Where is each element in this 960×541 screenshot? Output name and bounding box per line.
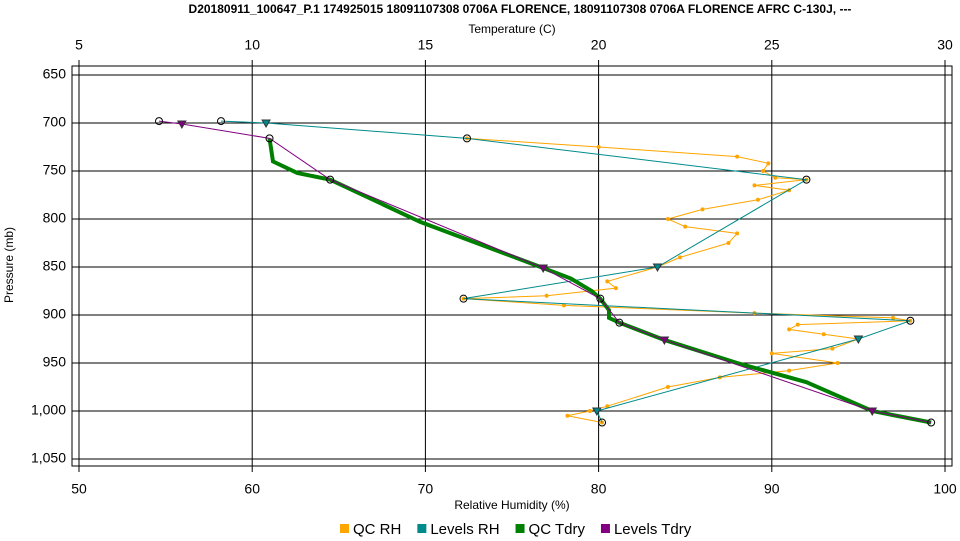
- point-dot: [613, 286, 618, 291]
- y-tick-label: 900: [43, 306, 67, 322]
- x2-tick-label: 5: [75, 37, 83, 53]
- point-marker: [596, 294, 605, 303]
- point-dot: [605, 279, 610, 284]
- point-dot: [835, 361, 840, 365]
- legend-label: Levels RH: [430, 521, 499, 538]
- x2-tick-label: 15: [418, 37, 434, 53]
- point-dot: [891, 315, 896, 320]
- point-marker: [802, 175, 811, 184]
- point-dot: [561, 303, 566, 308]
- point-dot: [700, 207, 705, 212]
- point-dot: [665, 217, 670, 221]
- point-dot: [769, 351, 774, 356]
- point-marker: [867, 407, 878, 417]
- point-dot: [596, 145, 601, 149]
- series-line: [267, 138, 932, 425]
- point-dot: [605, 404, 610, 409]
- point-dot: [766, 161, 771, 166]
- x-tick-label: 70: [418, 481, 434, 497]
- legend-swatch: [417, 524, 427, 533]
- y-tick-label: 1,050: [31, 450, 66, 466]
- x-tick-label: 100: [933, 481, 957, 497]
- x2-tick-label: 25: [764, 37, 780, 53]
- y-tick-label: 1,000: [31, 402, 66, 418]
- point-dot: [761, 169, 766, 173]
- point-marker: [906, 316, 915, 325]
- y-tick-label: 800: [43, 210, 67, 226]
- legend-swatch: [600, 524, 610, 533]
- chart-title: D20180911_100647_P.1 174925015 180911073…: [189, 2, 852, 16]
- y-tick-label: 650: [43, 66, 67, 82]
- point-dot: [544, 293, 549, 298]
- x2-tick-label: 10: [244, 37, 260, 53]
- point-marker: [217, 117, 226, 126]
- point-marker: [615, 318, 624, 327]
- x-axis-label: Relative Humidity (%): [454, 498, 569, 512]
- x-tick-label: 80: [591, 481, 607, 497]
- point-marker: [459, 294, 468, 303]
- legend-label: QC RH: [353, 521, 401, 538]
- point-dot: [787, 368, 792, 373]
- point-marker: [265, 134, 274, 143]
- y-tick-label: 750: [43, 162, 67, 178]
- x-tick-label: 60: [244, 481, 260, 497]
- point-marker: [326, 175, 335, 184]
- point-marker: [261, 119, 271, 129]
- point-dot: [795, 322, 800, 327]
- point-dot: [755, 197, 760, 202]
- point-dot: [735, 231, 740, 236]
- point-dot: [830, 346, 835, 351]
- x2-tick-label: 30: [937, 37, 953, 53]
- series-line: [158, 120, 932, 424]
- point-marker: [927, 418, 936, 427]
- x2-tick-label: 20: [591, 37, 607, 53]
- y-axis-label: Pressure (mb): [2, 227, 16, 303]
- point-dot: [821, 332, 826, 337]
- point-marker: [592, 407, 602, 417]
- point-dot: [665, 385, 670, 389]
- x-tick-label: 50: [71, 481, 87, 497]
- series-line: [221, 120, 911, 423]
- point-marker: [598, 418, 607, 427]
- point-dot: [683, 224, 688, 229]
- legend-label: QC Tdry: [529, 521, 586, 538]
- point-marker: [462, 134, 471, 143]
- y-tick-label: 700: [43, 114, 67, 130]
- point-marker: [652, 263, 663, 273]
- y-tick-label: 850: [43, 258, 67, 274]
- plot-frame: [71, 65, 953, 467]
- point-dot: [787, 327, 792, 332]
- y-tick-label: 950: [43, 354, 67, 370]
- legend-label: Levels Tdry: [614, 521, 692, 538]
- series-line: [463, 137, 911, 424]
- point-marker: [538, 264, 549, 273]
- point-dot: [726, 241, 731, 245]
- point-dot: [587, 409, 592, 413]
- point-dot: [773, 175, 778, 180]
- point-marker: [177, 120, 187, 129]
- x-tick-label: 90: [764, 481, 780, 497]
- x2-axis-label: Temperature (C): [468, 22, 555, 36]
- point-marker: [155, 117, 164, 126]
- legend-swatch: [515, 524, 525, 533]
- point-dot: [565, 413, 570, 418]
- legend-swatch: [340, 524, 349, 533]
- point-dot: [752, 183, 757, 188]
- point-marker: [659, 336, 670, 345]
- point-dot: [735, 154, 740, 159]
- point-dot: [678, 255, 683, 260]
- point-marker: [853, 335, 864, 345]
